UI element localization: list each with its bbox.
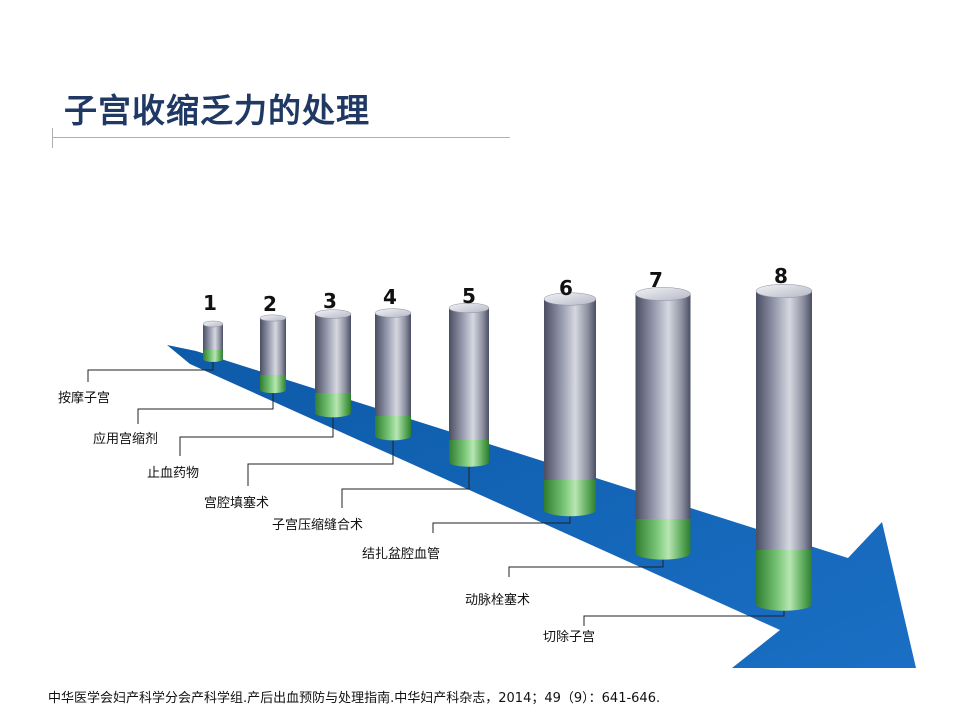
connector-step-5 bbox=[341, 465, 470, 508]
step-number-8: 8 bbox=[774, 264, 788, 288]
cylinder-base bbox=[635, 546, 691, 560]
step-number-1: 1 bbox=[203, 291, 217, 315]
cylinder-step-7 bbox=[635, 287, 691, 560]
cylinder-step-2 bbox=[259, 314, 287, 394]
title-divider bbox=[52, 137, 510, 138]
step-label-2: 应用宫缩剂 bbox=[93, 431, 158, 447]
connector-step-7 bbox=[508, 556, 664, 577]
cylinder-top bbox=[202, 320, 224, 328]
step-number-5: 5 bbox=[462, 284, 476, 308]
cylinders bbox=[202, 284, 813, 611]
cylinder-base bbox=[756, 597, 812, 611]
page-title: 子宫收缩乏力的处理 bbox=[64, 91, 370, 130]
step-label-5: 子宫压缩缝合术 bbox=[272, 517, 363, 533]
cylinder-body bbox=[544, 299, 596, 510]
cylinder-green-band bbox=[260, 375, 286, 390]
step-number-4: 4 bbox=[383, 285, 397, 309]
connector-step-6 bbox=[432, 513, 571, 533]
cylinder-body bbox=[375, 313, 411, 436]
connector-step-1 bbox=[87, 362, 214, 382]
connector-step-4 bbox=[247, 439, 394, 486]
connector-step-8 bbox=[583, 607, 785, 626]
cylinder-top bbox=[374, 308, 412, 318]
cylinder-body bbox=[635, 294, 691, 553]
cylinder-step-1 bbox=[202, 320, 224, 362]
reference-citation: 中华医学会妇产科学分会产科学组.产后出血预防与处理指南.中华妇产科杂志，2014… bbox=[48, 691, 661, 706]
cylinder-body bbox=[449, 308, 489, 462]
cylinder-green-band bbox=[203, 350, 223, 359]
cylinder-top bbox=[448, 302, 490, 314]
cylinder-base bbox=[375, 431, 411, 441]
step-label-1: 按摩子宫 bbox=[58, 390, 110, 406]
step-label-3: 止血药物 bbox=[147, 466, 199, 481]
title-divider-tick bbox=[52, 128, 53, 148]
cylinder-base bbox=[203, 356, 223, 362]
cylinder-top bbox=[314, 309, 352, 319]
cylinder-top bbox=[543, 292, 597, 306]
cylinder-green-band bbox=[449, 440, 489, 462]
cylinder-top bbox=[635, 287, 691, 301]
step-label-8: 切除子宫 bbox=[543, 630, 595, 645]
cylinder-base bbox=[260, 386, 286, 394]
cylinder-step-4 bbox=[374, 308, 412, 441]
cylinder-step-3 bbox=[314, 309, 352, 418]
cylinder-base bbox=[449, 457, 489, 467]
connector-step-3 bbox=[179, 416, 334, 456]
cylinder-top bbox=[259, 314, 287, 322]
cylinder-green-band bbox=[375, 416, 411, 436]
step-label-4: 宫腔填塞术 bbox=[204, 495, 269, 511]
step-number-3: 3 bbox=[323, 289, 337, 313]
cylinder-green-band bbox=[315, 393, 351, 413]
cylinder-top bbox=[755, 284, 813, 298]
connector-lines bbox=[87, 362, 785, 626]
step-numbers: 1 2 3 4 5 6 7 8 bbox=[203, 264, 788, 316]
step-number-6: 6 bbox=[559, 276, 573, 300]
step-number-2: 2 bbox=[263, 292, 277, 316]
cylinder-step-6 bbox=[543, 292, 597, 517]
cylinder-green-band bbox=[756, 550, 812, 604]
step-label-7: 动脉栓塞术 bbox=[465, 592, 530, 608]
cylinder-step-5 bbox=[448, 302, 490, 467]
connector-step-2 bbox=[137, 393, 274, 424]
cylinder-step-8 bbox=[755, 284, 813, 611]
step-number-7: 7 bbox=[649, 268, 663, 292]
progression-arrow bbox=[167, 345, 916, 668]
step-label-6: 结扎盆腔血管 bbox=[362, 547, 440, 562]
cylinder-base bbox=[315, 408, 351, 418]
cylinder-base bbox=[544, 503, 596, 517]
